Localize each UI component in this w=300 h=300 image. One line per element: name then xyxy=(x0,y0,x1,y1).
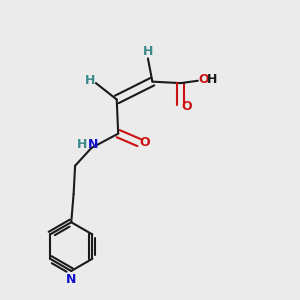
Text: N: N xyxy=(88,138,98,152)
Text: O: O xyxy=(198,73,208,86)
Text: N: N xyxy=(66,273,76,286)
Text: H: H xyxy=(77,138,88,152)
Text: O: O xyxy=(140,136,150,149)
Text: H: H xyxy=(85,74,96,87)
Text: O: O xyxy=(182,100,193,113)
Text: H: H xyxy=(207,73,217,86)
Text: H: H xyxy=(143,44,154,58)
